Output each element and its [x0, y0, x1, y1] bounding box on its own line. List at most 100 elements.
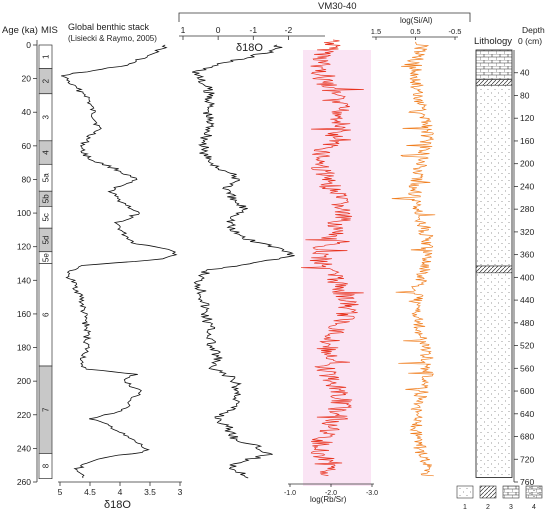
depth-tick-label: 640	[520, 409, 534, 419]
mis-stage-label: 2	[42, 78, 51, 83]
depth-tick-label: 80	[520, 90, 530, 100]
rbsr-tick-label: -1.0	[284, 490, 296, 497]
lithology-unit	[475, 49, 513, 80]
mis-stage-label: 3	[42, 114, 51, 119]
core-header: VM30-40	[178, 1, 471, 22]
mis-stage-label: 5a	[42, 173, 51, 182]
mis-stage-box	[38, 453, 53, 479]
stack-tick-label: 4	[118, 487, 123, 497]
legend-swatch	[479, 485, 497, 499]
stack-x-axis: 5 4.5 4 3.5 3	[58, 481, 183, 497]
legend-label: 4	[532, 504, 536, 511]
age-tick-label: 220	[17, 410, 31, 420]
lithology-unit	[475, 265, 513, 274]
rbsr-series	[300, 39, 364, 476]
depth-tick-label: 680	[520, 432, 534, 442]
mis-header: MIS	[41, 25, 58, 36]
lithology-column	[475, 49, 513, 478]
depth-tick-label: 560	[520, 363, 534, 373]
lithology-title: Lithology	[474, 36, 512, 47]
age-axis-ticks: 0 20 40 60 80 100 120 140 160 180 200 220 240 260	[17, 40, 37, 487]
depth-tick-label: 760	[520, 477, 534, 487]
depth-tick-label: 400	[520, 272, 534, 282]
mis-column: MIS 1 2 3 4 5a 5b 5c 5d 5e 6 7 8	[38, 25, 58, 479]
age-tick-label: 180	[17, 343, 31, 353]
core-header-bracket	[178, 12, 471, 22]
depth-tick-label: 120	[520, 113, 534, 123]
depth-tick-label: 200	[520, 159, 534, 169]
depth-tick-label: 520	[520, 341, 534, 351]
stack-title: Global benthic stack	[68, 22, 150, 32]
stack-source: (Lisiecki & Raymo, 2005)	[68, 34, 157, 43]
sial-panel: 1.5 0.5 -0.5 log(Si/Al)	[371, 16, 462, 477]
depth-label: Depth	[522, 25, 545, 35]
mis-stage-label: 5c	[42, 213, 51, 221]
depth-tick-label: 160	[520, 136, 534, 146]
lithology-border	[475, 49, 513, 478]
rbsr-panel: -1.0 -2.0 -3.0 log(Rb/Sr)	[284, 39, 378, 504]
lithology-unit	[475, 272, 513, 478]
legend-label: 1	[463, 504, 467, 511]
sial-tick-label: -0.5	[449, 27, 462, 36]
depth-tick-label: 280	[520, 204, 534, 214]
core-d18o-panel: 1 0 -1 -2 δ18O	[179, 25, 325, 479]
mis-stage-label: 6	[42, 312, 51, 317]
legend-swatch	[456, 485, 474, 499]
lithology-panel: Lithology Depth 0 (cm) 40 80 120 160 200 240 2…	[456, 25, 545, 511]
stack-tick-label: 3	[178, 487, 183, 497]
legend-label: 2	[486, 504, 490, 511]
age-tick-label: 0	[26, 40, 31, 50]
stack-tick-label: 5	[58, 487, 63, 497]
sial-series	[391, 41, 436, 477]
depth-axis-ticks: 40 80 120 160 200 240 280 320 360 400 440 480 520 560…	[513, 50, 534, 487]
age-tick-label: 100	[17, 208, 31, 218]
depth-tick-label: 360	[520, 250, 534, 260]
rbsr-x-axis: -1.0 -2.0 -3.0	[284, 483, 378, 497]
depth-tick-label: 440	[520, 295, 534, 305]
depth-tick-label: 600	[520, 386, 534, 396]
stack-xlabel: δ18O	[104, 499, 131, 511]
sial-tick-label: 0.5	[410, 27, 420, 36]
d18o-tick-label: -1	[250, 25, 258, 35]
legend-swatch	[525, 485, 543, 499]
benthic-stack-panel: Global benthic stack (Lisiecki & Raymo, …	[58, 22, 183, 511]
core-d18o-label: δ18O	[236, 42, 263, 54]
depth-tick-label: 720	[520, 454, 534, 464]
age-tick-label: 40	[22, 107, 32, 117]
age-axis: Age (ka) 0 20 40 60 80 100 120 140 160 180 200 220 2…	[2, 25, 38, 487]
stack-tick-label: 3.5	[144, 487, 156, 497]
mis-stage-label: 1	[42, 54, 51, 59]
age-tick-label: 60	[22, 141, 32, 151]
depth-unit: 0 (cm)	[518, 36, 542, 46]
legend-swatch	[502, 485, 520, 499]
age-tick-label: 200	[17, 376, 31, 386]
age-tick-label: 140	[17, 275, 31, 285]
age-tick-label: 260	[17, 477, 31, 487]
mis-stage-label: 8	[42, 463, 51, 468]
core-d18o-x-axis: 1 0 -1 -2	[179, 25, 325, 40]
sial-x-axis: 1.5 0.5 -0.5	[371, 27, 462, 40]
d18o-tick-label: -2	[285, 25, 293, 35]
d18o-tick-label: 0	[216, 25, 221, 35]
d18o-tick-label: 1	[181, 25, 186, 35]
age-tick-label: 120	[17, 242, 31, 252]
sial-label: log(Si/Al)	[400, 16, 433, 25]
stack-tick-label: 4.5	[84, 487, 96, 497]
age-tick-label: 20	[22, 74, 32, 84]
lithology-legend: 1 2 3 4	[456, 485, 543, 511]
mis-stage-label: 5b	[42, 194, 51, 203]
depth-tick-label: 240	[520, 181, 534, 191]
age-tick-label: 240	[17, 443, 31, 453]
sial-tick-label: 1.5	[371, 27, 381, 36]
depth-tick-label: 40	[520, 68, 530, 78]
lithology-unit	[475, 79, 513, 86]
core-d18o-series	[191, 44, 295, 479]
lithology-unit	[475, 84, 513, 267]
mis-stage-label: 4	[42, 150, 51, 155]
age-tick-label: 160	[17, 309, 31, 319]
age-tick-label: 80	[22, 174, 32, 184]
mis-stage-label: 5e	[42, 253, 51, 262]
depth-tick-label: 480	[520, 318, 534, 328]
depth-tick-label: 320	[520, 227, 534, 237]
